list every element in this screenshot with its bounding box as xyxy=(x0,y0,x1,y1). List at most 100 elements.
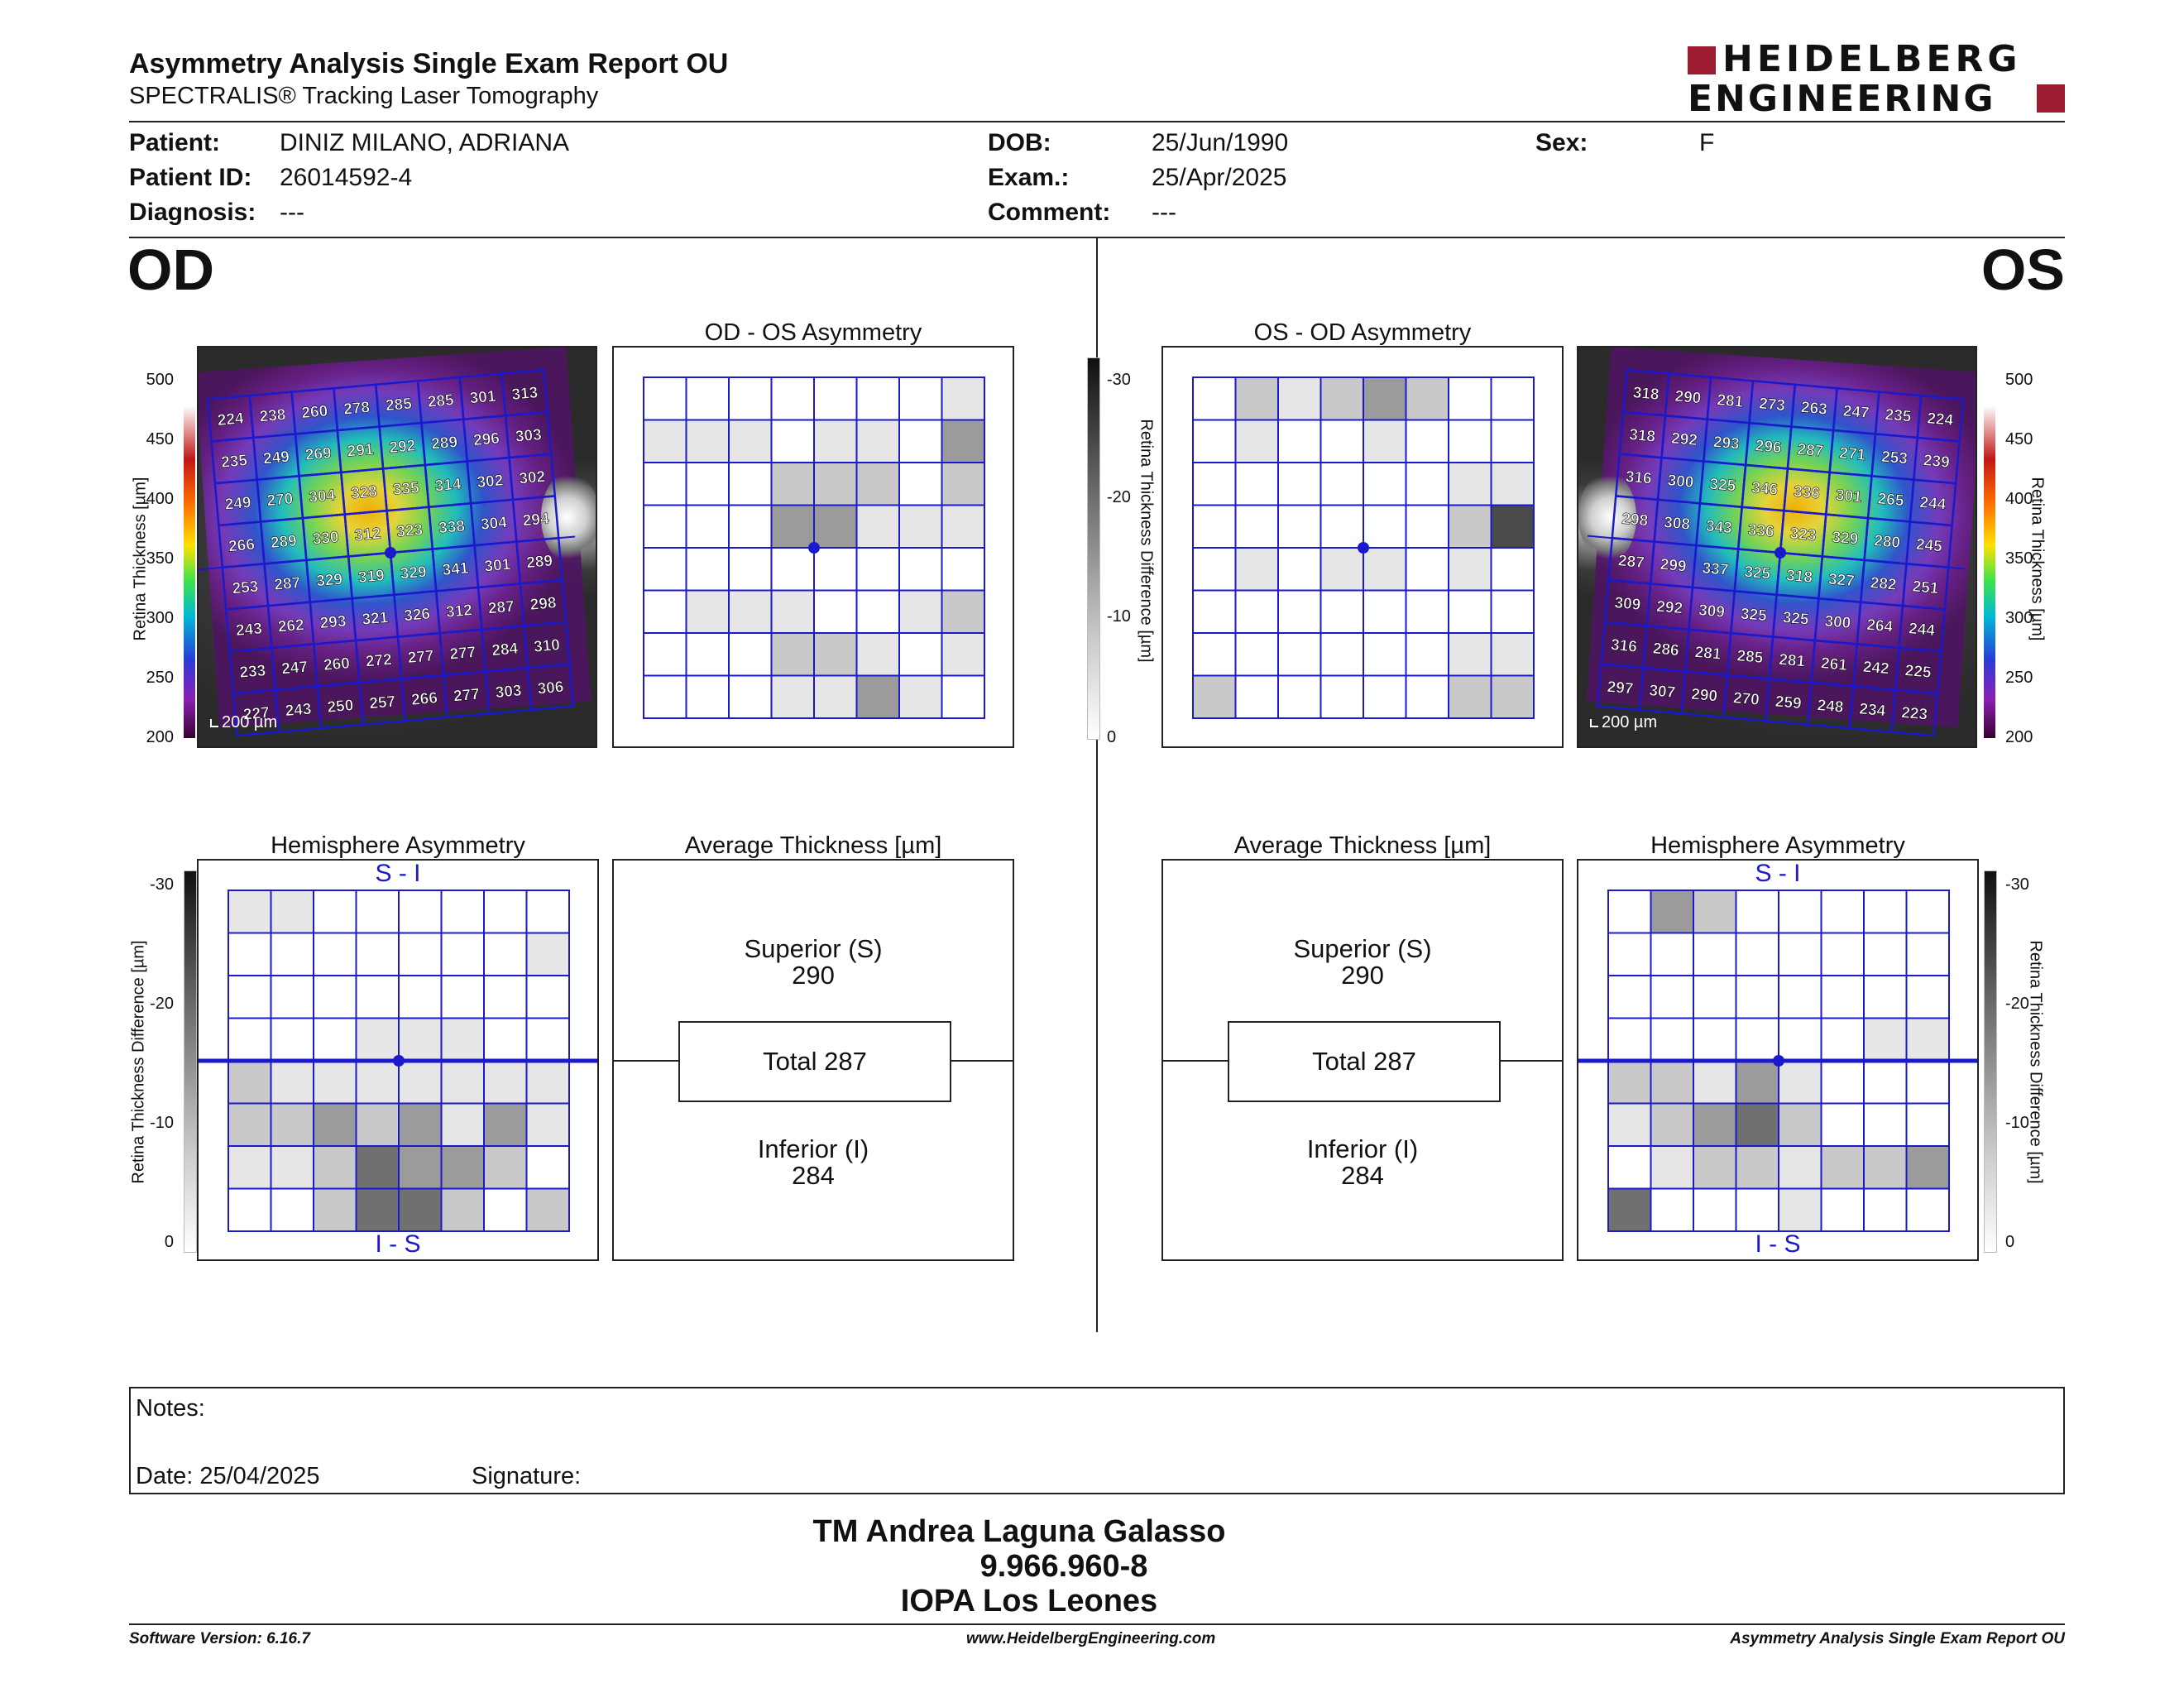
grid-cell xyxy=(440,1187,485,1232)
grid-cell xyxy=(643,547,687,592)
thickness-value: 282 xyxy=(1870,574,1897,594)
grid-cell xyxy=(1778,1187,1822,1232)
thickness-value: 259 xyxy=(1774,693,1802,713)
thickness-value: 253 xyxy=(232,578,259,598)
grid-cell xyxy=(228,1145,272,1190)
grid-cell xyxy=(1448,632,1492,677)
od-asym-title: OD - OS Asymmetry xyxy=(704,319,922,346)
grid-cell xyxy=(1820,1187,1865,1232)
grid-cell xyxy=(1863,890,1908,934)
os-hemi-ticks: -30 -20 -10 0 xyxy=(2000,875,2047,1273)
grid-cell xyxy=(855,462,900,506)
grid-cell xyxy=(1820,1145,1865,1190)
grid-cell xyxy=(1650,932,1694,976)
grid-cell xyxy=(1693,1187,1737,1232)
thickness-value: 292 xyxy=(1670,430,1698,450)
od-total-box: Total 287 xyxy=(678,1021,951,1102)
thickness-value: 329 xyxy=(400,563,427,583)
notes-signature-label: Signature: xyxy=(472,1463,582,1489)
grid-cell xyxy=(398,975,443,1019)
thickness-value: 341 xyxy=(442,559,470,579)
grid-cell xyxy=(1735,932,1779,976)
grid-cell xyxy=(941,376,985,421)
tick: 300 xyxy=(2005,609,2033,627)
grid-cell xyxy=(1448,589,1492,634)
grid-cell xyxy=(1650,1060,1694,1105)
thickness-value: 266 xyxy=(228,536,255,556)
grid-cell xyxy=(228,1060,272,1105)
report-title: Asymmetry Analysis Single Exam Report OU xyxy=(129,48,729,79)
notes-box[interactable]: Notes: Date: 25/04/2025 Signature: xyxy=(129,1387,2065,1494)
thickness-value: 285 xyxy=(1736,647,1765,667)
grid-cell xyxy=(1234,674,1279,719)
grid-cell xyxy=(898,504,943,549)
thickness-value: 285 xyxy=(427,391,455,411)
thickness-value: 223 xyxy=(1900,704,1928,724)
patient-label: Patient: xyxy=(129,129,221,156)
grid-cell xyxy=(270,932,314,976)
od-hemi-axis-label: Retina Thickness Difference [µm] xyxy=(129,940,148,1184)
grid-cell xyxy=(1405,462,1449,506)
tick: 0 xyxy=(1107,728,1117,746)
thickness-value: 304 xyxy=(309,487,337,506)
grid-cell xyxy=(1363,504,1407,549)
notes-date: Date: 25/04/2025 xyxy=(136,1463,320,1489)
thickness-value: 318 xyxy=(1632,384,1660,404)
dob-label: DOB: xyxy=(988,129,1051,156)
thickness-value: 242 xyxy=(1862,659,1889,679)
grid-cell xyxy=(313,1102,357,1147)
exam-value: 25/Apr/2025 xyxy=(1152,164,1287,191)
thickness-value: 294 xyxy=(522,511,550,530)
notes-label: Notes: xyxy=(136,1395,205,1422)
grid-cell xyxy=(1490,589,1535,634)
grid-cell xyxy=(770,376,815,421)
grid-cell xyxy=(898,419,943,463)
grid-cell xyxy=(398,932,443,976)
grid-cell xyxy=(855,547,900,592)
os-thickness-grid: 318 290 281 273 263 247 235 224 318 292 293 296 287 2… xyxy=(1587,368,1966,737)
thickness-value: 301 xyxy=(484,556,512,576)
thickness-value: 277 xyxy=(407,647,434,667)
grid-cell xyxy=(1607,932,1652,976)
grid-cell xyxy=(1234,504,1279,549)
grid-cell xyxy=(728,419,773,463)
grid-cell xyxy=(313,1017,357,1062)
grid-cell xyxy=(941,632,985,677)
grid-cell xyxy=(1405,547,1449,592)
grid-cell xyxy=(1490,376,1535,421)
thickness-value: 233 xyxy=(239,662,266,682)
grid-cell xyxy=(685,504,730,549)
tick: -10 xyxy=(2005,1114,2029,1132)
thickness-value: 304 xyxy=(480,514,508,534)
sex-label: Sex: xyxy=(1535,129,1588,156)
thickness-value: 327 xyxy=(1827,571,1855,591)
thickness-value: 312 xyxy=(354,525,381,544)
tick: 250 xyxy=(146,669,174,687)
thickness-value: 287 xyxy=(274,574,301,594)
grid-cell xyxy=(1650,975,1694,1019)
grid-cell xyxy=(228,1187,272,1232)
grid-cell xyxy=(1778,975,1822,1019)
thickness-value: 247 xyxy=(1842,402,1870,422)
grid-cell xyxy=(355,1145,400,1190)
os-inferior-value: 284 xyxy=(1341,1161,1384,1190)
website-link[interactable]: www.HeidelbergEngineering.com xyxy=(966,1630,1216,1647)
os-hemi-grid xyxy=(1578,890,1977,1232)
thickness-value: 249 xyxy=(224,494,251,514)
grid-cell xyxy=(313,1187,357,1232)
grid-cell xyxy=(1693,975,1737,1019)
od-asym-grid xyxy=(643,376,985,719)
thickness-value: 277 xyxy=(453,686,480,706)
grid-cell xyxy=(483,932,528,976)
tick: -30 xyxy=(1107,371,1131,389)
thickness-value: 224 xyxy=(217,410,245,429)
os-hemi-axis-label: Retina Thickness Difference [µm] xyxy=(2026,940,2045,1184)
signature-block: TM Andrea Laguna Galasso 9.966.960-8 IOP… xyxy=(129,1514,2065,1622)
grid-cell xyxy=(1234,589,1279,634)
os-thickness-axis-label: Retina Thickness [µm] xyxy=(2028,477,2047,641)
grid-cell xyxy=(813,674,858,719)
thickness-value: 301 xyxy=(1835,487,1863,506)
thickness-value: 303 xyxy=(495,682,522,702)
thickness-value: 298 xyxy=(529,594,557,614)
od-hemi-panel: S - I I - S xyxy=(197,859,599,1261)
